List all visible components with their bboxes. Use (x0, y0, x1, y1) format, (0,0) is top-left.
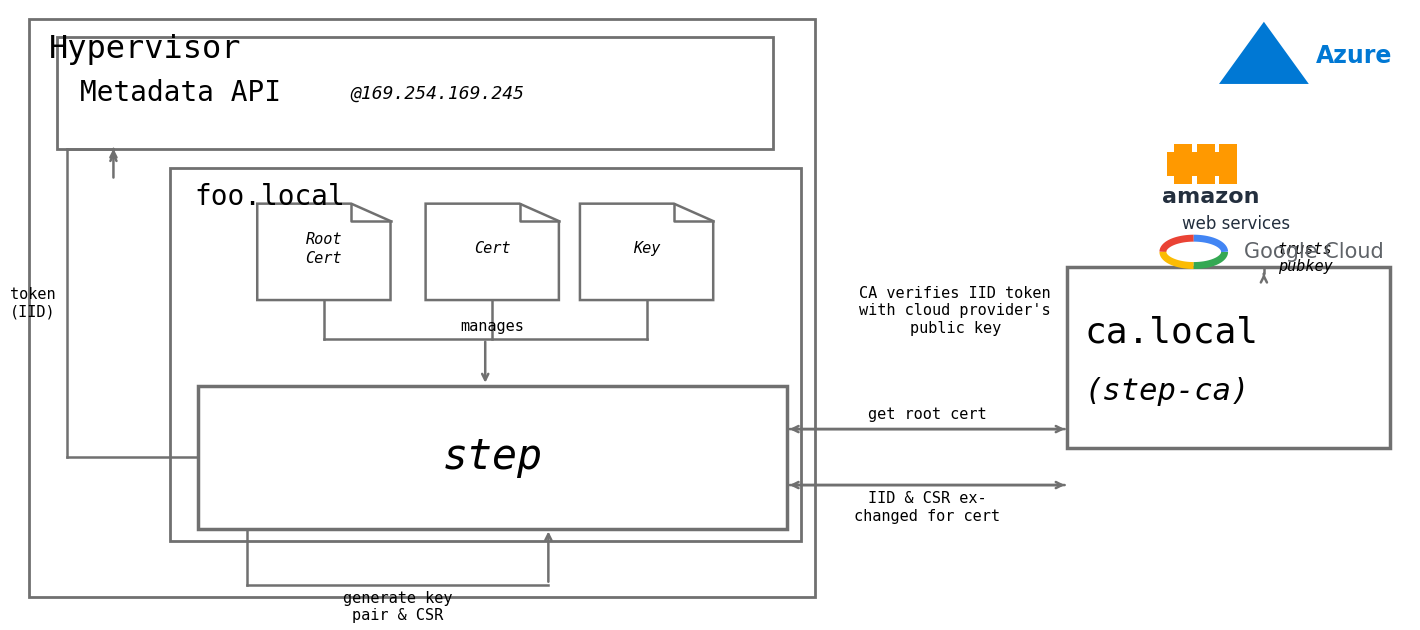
Text: trusts
pubkey: trusts pubkey (1278, 242, 1333, 274)
Bar (1218, 161, 1237, 184)
Bar (1167, 152, 1186, 176)
FancyBboxPatch shape (30, 19, 815, 597)
Text: web services: web services (1181, 215, 1289, 232)
Bar (1197, 161, 1214, 184)
Text: Cert: Cert (474, 241, 511, 256)
Text: (step-ca): (step-ca) (1085, 377, 1250, 406)
Text: CA verifies IID token
with cloud provider's
public key: CA verifies IID token with cloud provide… (859, 286, 1051, 336)
Text: token
(IID): token (IID) (10, 287, 55, 319)
FancyBboxPatch shape (197, 386, 787, 529)
Bar (1190, 152, 1208, 176)
Polygon shape (1218, 22, 1309, 84)
Text: foo.local: foo.local (195, 183, 345, 212)
Bar (1174, 161, 1193, 184)
Text: Google Cloud: Google Cloud (1244, 242, 1384, 262)
Bar (1197, 144, 1214, 168)
FancyBboxPatch shape (57, 37, 772, 149)
Text: step: step (442, 436, 542, 478)
Polygon shape (579, 203, 713, 300)
Text: Azure: Azure (1316, 44, 1392, 68)
Text: manages: manages (460, 319, 524, 334)
FancyBboxPatch shape (1068, 267, 1390, 448)
Text: IID & CSR ex-
changed for cert: IID & CSR ex- changed for cert (855, 491, 1000, 524)
Text: Hypervisor: Hypervisor (48, 34, 241, 65)
Bar (1174, 144, 1193, 168)
Text: @169.254.169.245: @169.254.169.245 (351, 84, 524, 102)
Text: amazon: amazon (1162, 186, 1260, 207)
Text: Metadata API: Metadata API (80, 79, 298, 107)
Polygon shape (426, 203, 559, 300)
Text: Key: Key (633, 241, 660, 256)
Text: get root cert: get root cert (868, 406, 987, 421)
Bar (1213, 152, 1230, 176)
Text: generate key
pair & CSR: generate key pair & CSR (342, 591, 453, 623)
FancyBboxPatch shape (169, 168, 801, 541)
Polygon shape (257, 203, 390, 300)
Bar (1218, 144, 1237, 168)
Text: ca.local: ca.local (1085, 316, 1258, 350)
Text: Root
Cert: Root Cert (305, 232, 342, 265)
